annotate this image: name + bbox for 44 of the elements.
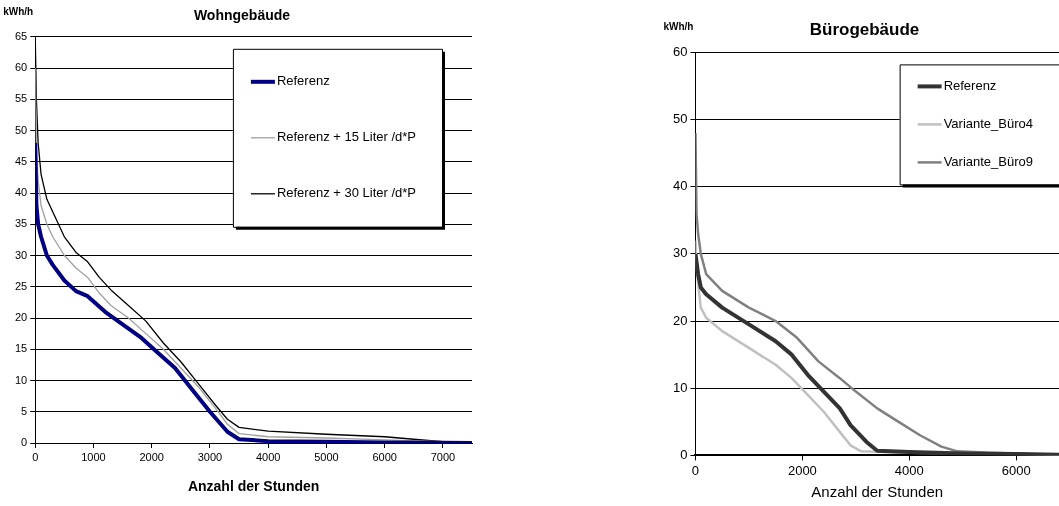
y-tick-label: 15 (14, 342, 28, 355)
x-tick-label: 5000 (314, 450, 339, 463)
x-tick-label: 4000 (894, 462, 924, 478)
chart-title: Bürogebäude (809, 19, 920, 39)
x-tick-label: 0 (691, 462, 700, 478)
y-tick-label: 25 (14, 279, 28, 292)
y-axis-title: kWh/h (3, 5, 34, 17)
x-tick-label: 1000 (81, 450, 106, 463)
y-tick-label: 65 (14, 29, 28, 42)
x-axis-title: Anzahl der Stunden (187, 478, 320, 495)
legend-label: Referenz + 30 Liter /d*P (276, 185, 416, 201)
y-tick-label: 5 (21, 404, 28, 417)
y-tick-label: 20 (14, 311, 28, 324)
x-tick-label: 2000 (139, 450, 164, 463)
y-tick-label: 10 (672, 379, 688, 395)
y-tick-label: 45 (14, 154, 28, 167)
legend-label: Referenz + 15 Liter /d*P (276, 129, 416, 145)
x-tick-label: 3000 (197, 450, 223, 463)
y-tick-label: 30 (14, 248, 28, 261)
legend-label: Variante_Büro9 (943, 153, 1033, 169)
y-tick-label: 40 (14, 186, 28, 199)
y-axis-title: kWh/h (663, 21, 694, 33)
legend-label: Variante_Büro4 (943, 115, 1033, 131)
y-tick-label: 40 (672, 178, 688, 194)
legend-label: Referenz (276, 73, 330, 89)
y-tick-label: 35 (14, 217, 28, 230)
y-tick-label: 55 (14, 92, 28, 105)
y-tick-label: 10 (14, 373, 28, 386)
y-tick-label: 50 (14, 123, 28, 136)
y-tick-label: 0 (21, 436, 28, 449)
x-tick-label: 6000 (1001, 462, 1031, 478)
x-tick-label: 0 (32, 450, 39, 463)
y-tick-label: 60 (672, 43, 688, 59)
x-tick-label: 4000 (255, 450, 281, 463)
y-tick-label: 20 (672, 312, 688, 328)
y-tick-label: 50 (672, 111, 688, 127)
x-tick-label: 7000 (430, 450, 456, 463)
chart-title: Wohngebäude (193, 7, 291, 24)
x-axis-title: Anzahl der Stunden (811, 483, 944, 501)
y-tick-label: 30 (672, 245, 688, 261)
legend-label: Referenz (943, 77, 997, 93)
x-tick-label: 6000 (372, 450, 397, 463)
x-tick-label: 2000 (787, 462, 817, 478)
y-tick-label: 60 (14, 61, 28, 74)
